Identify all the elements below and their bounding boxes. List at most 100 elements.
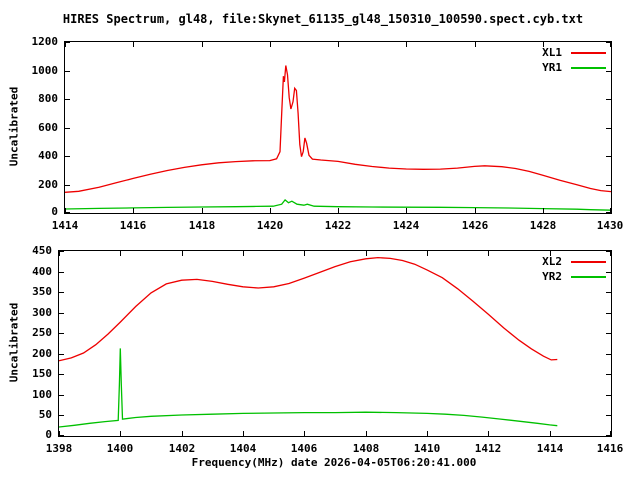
series-line-YR1	[65, 198, 611, 211]
legend-label: YR1	[542, 61, 562, 74]
top-y-axis-label: Uncalibrated	[7, 86, 21, 167]
x-tick-label: 1412	[474, 442, 502, 455]
x-tick-mark-mirror	[59, 251, 60, 256]
y-tick-mark	[59, 251, 64, 252]
x-tick-mark	[427, 431, 428, 436]
x-tick-label: 1404	[229, 442, 257, 455]
series-line-YR2	[59, 348, 558, 428]
bottom-legend: XL2 YR2	[542, 254, 606, 284]
y-tick-mark-mirror	[606, 42, 611, 43]
x-tick-mark	[488, 431, 489, 436]
legend-label: XL1	[542, 46, 562, 59]
x-tick-label: 1402	[168, 442, 196, 455]
y-tick-label: 200	[38, 178, 58, 191]
y-tick-mark	[65, 185, 70, 186]
y-tick-mark-mirror	[606, 212, 611, 213]
x-tick-mark-mirror	[406, 42, 407, 47]
y-tick-mark-mirror	[606, 128, 611, 129]
y-tick-mark	[59, 333, 64, 334]
x-tick-mark	[120, 431, 121, 436]
x-tick-label: 1408	[352, 442, 380, 455]
x-tick-label: 1416	[119, 219, 147, 232]
y-tick-label: 800	[38, 92, 58, 105]
y-tick-mark-mirror	[606, 313, 611, 314]
legend-entry: XL2	[542, 254, 606, 269]
y-tick-mark	[59, 374, 64, 375]
y-tick-label: 1200	[31, 35, 59, 48]
series-line-XL1	[65, 65, 611, 193]
legend-line-sample	[571, 66, 606, 69]
y-tick-mark	[59, 415, 64, 416]
x-tick-mark	[270, 208, 271, 213]
x-tick-label: 1430	[596, 219, 624, 232]
y-tick-mark	[59, 435, 64, 436]
legend-line-sample	[571, 260, 606, 263]
y-tick-mark	[59, 313, 64, 314]
y-tick-label: 600	[38, 121, 58, 134]
x-tick-label: 1400	[106, 442, 134, 455]
x-tick-mark-mirror	[475, 42, 476, 47]
x-tick-mark	[338, 208, 339, 213]
y-tick-label: 100	[32, 388, 52, 401]
x-tick-label: 1422	[324, 219, 352, 232]
x-tick-mark	[543, 208, 544, 213]
x-tick-mark	[610, 208, 611, 213]
x-tick-label: 1398	[45, 442, 73, 455]
x-tick-label: 1426	[461, 219, 489, 232]
y-tick-label: 250	[32, 326, 52, 339]
y-tick-label: 400	[38, 149, 58, 162]
x-tick-mark-mirror	[182, 251, 183, 256]
y-tick-mark	[59, 292, 64, 293]
x-tick-mark	[65, 208, 66, 213]
x-tick-mark	[202, 208, 203, 213]
legend-label: YR2	[542, 270, 562, 283]
x-tick-mark-mirror	[65, 42, 66, 47]
bottom-y-axis-label: Uncalibrated	[7, 302, 21, 383]
x-tick-mark-mirror	[366, 251, 367, 256]
y-tick-label: 350	[32, 285, 52, 298]
x-tick-mark-mirror	[610, 251, 611, 256]
y-tick-label: 150	[32, 367, 52, 380]
y-tick-label: 1000	[31, 64, 59, 77]
x-tick-mark-mirror	[243, 251, 244, 256]
y-tick-mark	[65, 128, 70, 129]
x-tick-mark	[550, 431, 551, 436]
x-tick-label: 1414	[51, 219, 79, 232]
x-tick-label: 1420	[256, 219, 284, 232]
bottom-plot-curves	[59, 256, 558, 428]
x-tick-mark-mirror	[120, 251, 121, 256]
x-tick-label: 1428	[529, 219, 557, 232]
y-tick-mark-mirror	[606, 354, 611, 355]
y-tick-label: 450	[32, 244, 52, 257]
top-legend: XL1 YR1	[542, 45, 606, 75]
x-tick-mark-mirror	[202, 42, 203, 47]
legend-line-sample	[571, 51, 606, 54]
x-tick-mark-mirror	[488, 251, 489, 256]
top-plot-curves	[65, 65, 611, 211]
y-tick-mark-mirror	[606, 292, 611, 293]
y-tick-mark	[65, 156, 70, 157]
x-tick-mark	[133, 208, 134, 213]
y-tick-label: 0	[45, 428, 52, 441]
bottom-plot-area: XL2 YR2 1398 1400 1402 1404 1406 1408 1410 1412 1…	[32, 244, 623, 455]
y-tick-mark-mirror	[606, 185, 611, 186]
y-tick-mark-mirror	[606, 156, 611, 157]
top-plot-area: XL1 YR1 1414 1416 1418 1420 1422 1424 1426 1428 1…	[32, 35, 624, 232]
x-tick-mark-mirror	[610, 42, 611, 47]
x-tick-mark	[243, 431, 244, 436]
x-tick-mark	[366, 431, 367, 436]
y-tick-mark-mirror	[606, 333, 611, 334]
x-tick-label: 1418	[188, 219, 216, 232]
y-tick-mark	[65, 42, 70, 43]
y-tick-mark-mirror	[606, 99, 611, 100]
x-tick-mark-mirror	[270, 42, 271, 47]
x-tick-mark	[406, 208, 407, 213]
y-tick-mark-mirror	[606, 435, 611, 436]
x-tick-mark-mirror	[427, 251, 428, 256]
x-tick-label: 1410	[413, 442, 441, 455]
x-tick-mark	[475, 208, 476, 213]
y-tick-mark-mirror	[606, 272, 611, 273]
x-tick-mark-mirror	[550, 251, 551, 256]
y-tick-label: 300	[32, 306, 52, 319]
